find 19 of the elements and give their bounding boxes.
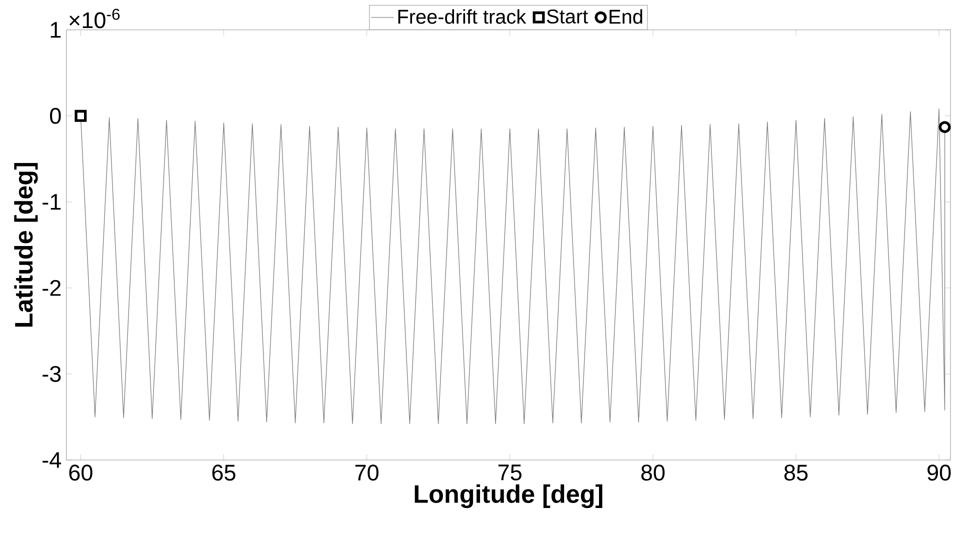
y-axis-title: Latitude [deg]	[14, 163, 38, 327]
x-tick-label: 80	[641, 464, 665, 481]
x-axis-title: Longitude [deg]	[414, 484, 602, 508]
x-tick-label: 70	[355, 464, 378, 481]
x-tick-label: 85	[784, 464, 808, 481]
y-tick-label: 0	[50, 108, 61, 124]
y-tick-label: -3	[42, 366, 61, 382]
legend-label: Free-drift track	[398, 9, 526, 24]
x-tick-label: 60	[69, 464, 92, 481]
legend-label: End	[610, 9, 642, 24]
legend-label: Start	[546, 10, 588, 24]
y-tick-label: -2	[42, 280, 61, 296]
x-tick-label: 75	[498, 464, 522, 481]
y-tick-label: -1	[42, 194, 61, 210]
x-tick-label: 90	[928, 464, 951, 481]
text: ×10$^{-6}$	[70, 8, 120, 28]
y-tick-label: -4	[42, 452, 62, 468]
x-tick-label: 65	[212, 464, 236, 481]
y-tick-label: 1	[50, 22, 61, 38]
